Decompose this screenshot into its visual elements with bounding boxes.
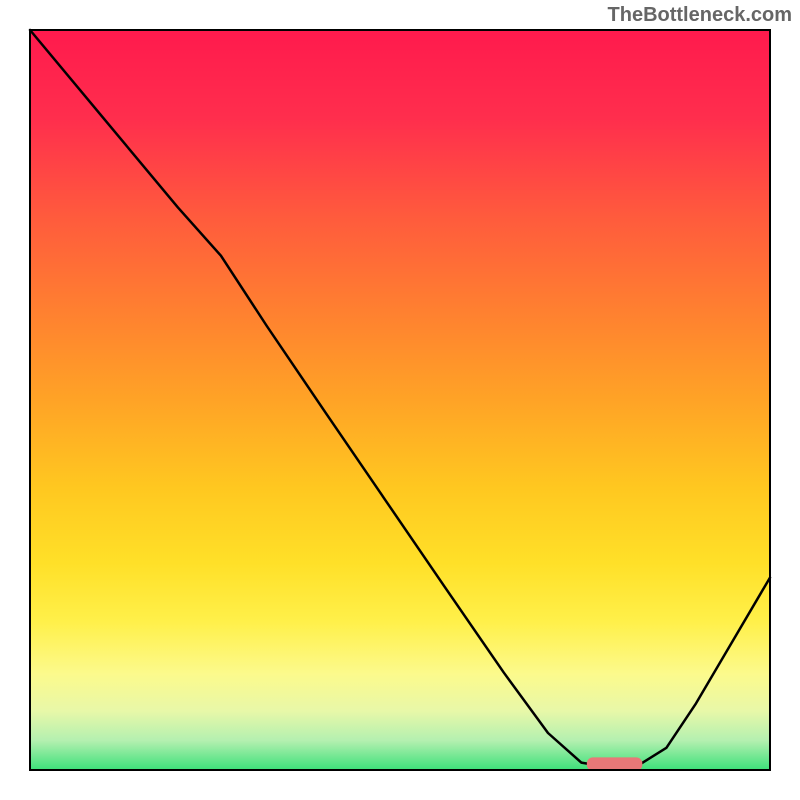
chart-svg <box>0 0 800 800</box>
plot-background <box>30 30 770 770</box>
optimal-marker <box>587 757 643 770</box>
watermark-text: TheBottleneck.com <box>608 4 792 27</box>
chart-container: TheBottleneck.com <box>0 0 800 800</box>
